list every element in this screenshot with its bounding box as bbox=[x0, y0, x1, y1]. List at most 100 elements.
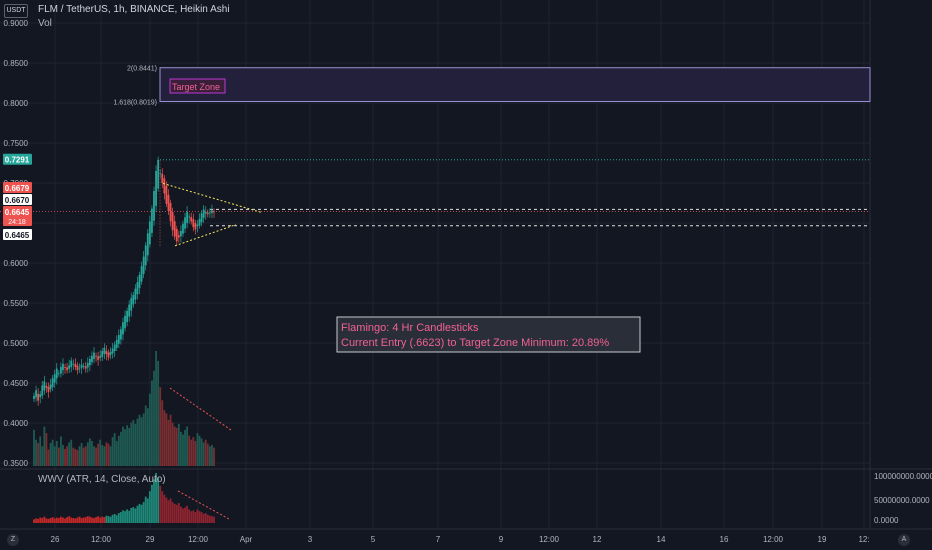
wwv-bar bbox=[159, 485, 162, 523]
price-tick-label: 0.6000 bbox=[4, 259, 29, 268]
volume-bar bbox=[167, 420, 170, 466]
volume-bar bbox=[124, 429, 126, 466]
time-tick-label: 12:00 bbox=[188, 535, 209, 544]
price-badge bbox=[3, 194, 32, 205]
wwv-bar bbox=[155, 473, 157, 523]
price-tick-label: 0.5000 bbox=[4, 339, 29, 348]
candle-body bbox=[43, 381, 46, 391]
wwv-bar bbox=[97, 516, 100, 523]
wwv-bar bbox=[182, 508, 184, 523]
wwv-bar bbox=[194, 512, 197, 523]
wwv-bar bbox=[113, 513, 116, 523]
timezone-icon[interactable]: Z bbox=[7, 534, 19, 546]
volume-bar bbox=[171, 422, 174, 466]
auto-scale-icon[interactable]: A bbox=[898, 534, 910, 546]
fib-level-label: 1.618(0.8019) bbox=[113, 99, 157, 106]
wwv-bar bbox=[177, 503, 180, 523]
candle-body bbox=[105, 350, 108, 355]
wwv-bar bbox=[43, 516, 46, 523]
candle-body bbox=[88, 359, 91, 366]
volume-bar bbox=[111, 437, 114, 466]
candle-body bbox=[146, 233, 149, 256]
symbol-title[interactable]: FLM / TetherUS, 1h, BINANCE, Heikin Ashi bbox=[38, 4, 230, 15]
candle-body bbox=[192, 219, 195, 227]
candle-body bbox=[107, 352, 110, 358]
target-zone-label-bg bbox=[169, 78, 226, 94]
wwv-bar bbox=[213, 516, 215, 523]
price-tick-label: 0.8000 bbox=[4, 99, 29, 108]
candle-body bbox=[161, 173, 164, 183]
wwv-bar bbox=[59, 516, 62, 523]
candle-body bbox=[103, 347, 106, 354]
wwv-bar bbox=[57, 518, 60, 523]
volume-bar bbox=[97, 443, 100, 466]
volume-bar bbox=[101, 444, 104, 466]
volume-bar bbox=[192, 437, 195, 466]
volume-bar bbox=[62, 444, 64, 466]
volume-bar bbox=[119, 431, 122, 466]
wwv-bar bbox=[142, 502, 145, 523]
volume-bar bbox=[37, 443, 40, 466]
candle-body bbox=[173, 221, 176, 237]
volume-bar bbox=[76, 450, 79, 466]
wwv-bar bbox=[111, 514, 114, 523]
volume-bar bbox=[35, 439, 37, 466]
candle-body bbox=[188, 216, 191, 218]
wwv-bar bbox=[101, 516, 104, 523]
candle-body bbox=[155, 171, 157, 206]
volume-bar bbox=[43, 426, 46, 466]
volume-bar bbox=[107, 443, 110, 466]
currency-button[interactable]: USDT bbox=[4, 4, 28, 18]
wwv-bar bbox=[184, 507, 186, 523]
volume-bar bbox=[33, 429, 35, 466]
candle-body bbox=[91, 355, 93, 363]
volume-bar bbox=[134, 423, 137, 466]
candle-body bbox=[70, 360, 73, 368]
price-badge bbox=[3, 206, 32, 226]
wwv-bar bbox=[78, 516, 81, 523]
candle-body bbox=[62, 363, 64, 371]
wwv-bar bbox=[66, 517, 69, 523]
wwv-bar bbox=[173, 503, 176, 523]
candle-body bbox=[144, 245, 147, 266]
price-badge-label: 0.6465 bbox=[5, 231, 30, 240]
annotation-box bbox=[336, 316, 641, 353]
volume-bar bbox=[200, 438, 203, 466]
candle-body bbox=[134, 288, 137, 300]
volume-bar bbox=[206, 443, 209, 466]
volume-bar bbox=[84, 446, 87, 466]
candle-body bbox=[78, 367, 81, 369]
volume-bar bbox=[213, 447, 215, 466]
price-tick-label: 0.7500 bbox=[4, 139, 29, 148]
volume-bar bbox=[132, 420, 135, 466]
candle-body bbox=[122, 322, 124, 335]
wwv-tick-label: 100000000.0000 bbox=[874, 472, 932, 481]
volume-bar bbox=[130, 422, 133, 466]
volume-bar bbox=[86, 442, 89, 466]
volume-bar bbox=[208, 446, 211, 466]
wwv-bar bbox=[124, 511, 126, 523]
wwv-indicator-title[interactable]: WWV (ATR, 14, Close, Auto) bbox=[38, 474, 166, 485]
wwv-bar bbox=[115, 515, 118, 523]
candle-body bbox=[157, 159, 160, 189]
wwv-bar bbox=[126, 509, 129, 523]
wwv-bar bbox=[109, 516, 112, 523]
candle-body bbox=[66, 367, 69, 371]
volume-bar bbox=[64, 448, 66, 466]
wwv-bar bbox=[165, 497, 168, 523]
volume-bar bbox=[103, 446, 106, 466]
wwv-bar bbox=[132, 507, 135, 523]
volume-bar bbox=[113, 433, 116, 466]
volume-label[interactable]: Vol bbox=[38, 18, 52, 29]
wwv-bar bbox=[202, 513, 205, 523]
wwv-bar bbox=[134, 508, 137, 523]
volume-bar bbox=[78, 446, 81, 466]
wwv-bar bbox=[99, 517, 102, 523]
candle-body bbox=[68, 365, 71, 369]
candle-body bbox=[124, 315, 126, 329]
candle-body bbox=[51, 378, 54, 387]
volume-bar bbox=[175, 427, 178, 466]
candle-body bbox=[213, 211, 215, 213]
wwv-bar bbox=[130, 508, 133, 523]
